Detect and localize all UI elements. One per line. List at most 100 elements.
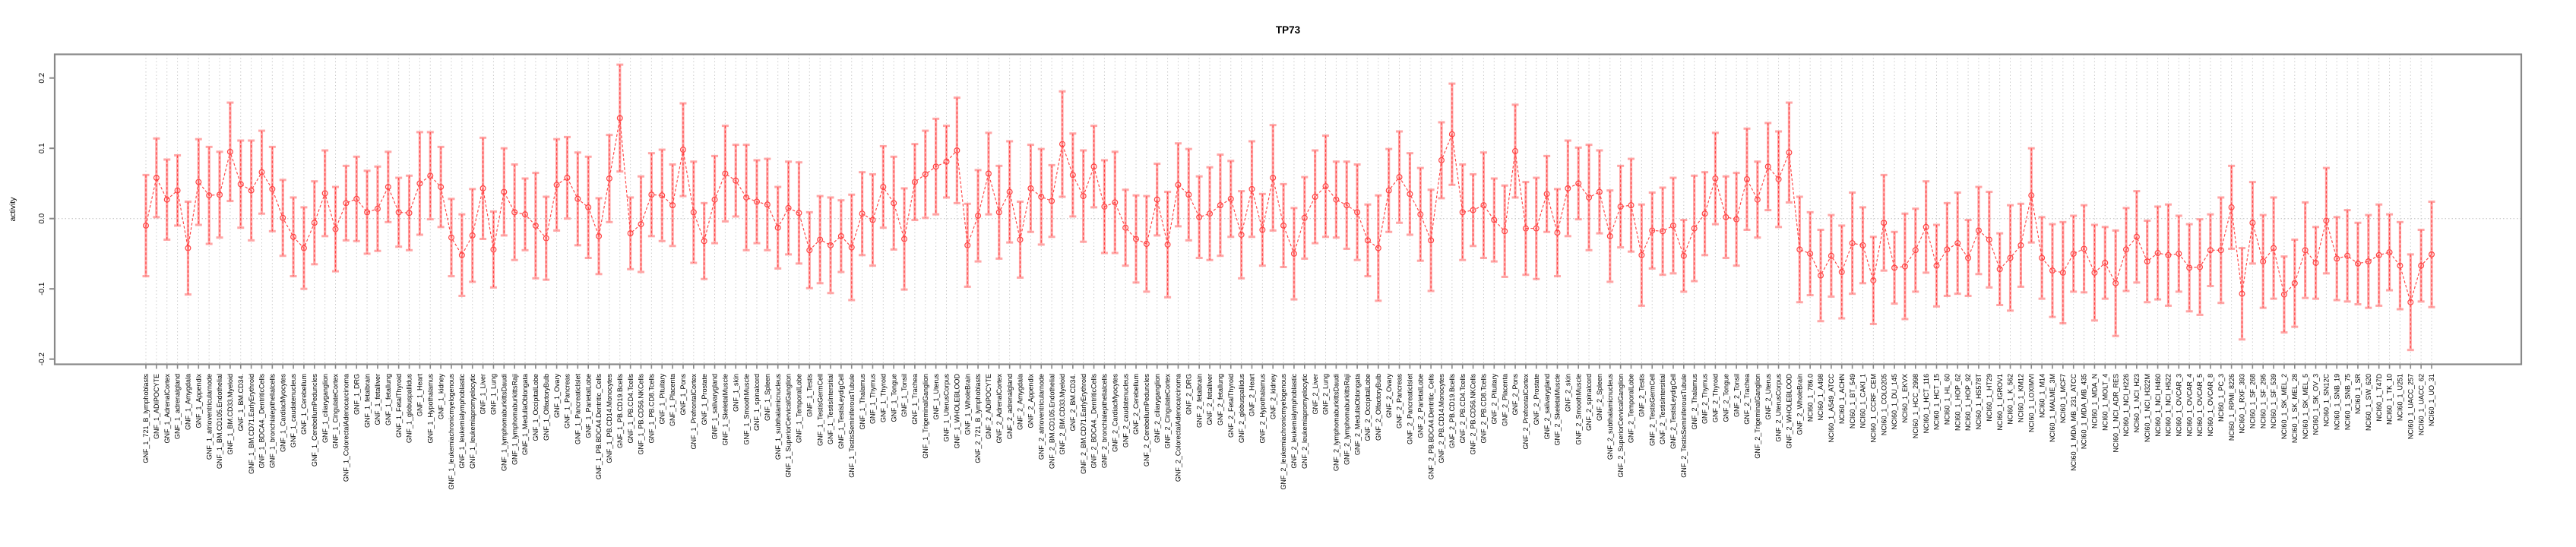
data-point[interactable] (564, 175, 571, 182)
data-point[interactable] (364, 209, 371, 216)
data-point[interactable] (2123, 246, 2130, 253)
data-point[interactable] (574, 195, 581, 202)
data-point[interactable] (1680, 252, 1687, 259)
data-point[interactable] (932, 163, 939, 170)
data-point[interactable] (1596, 188, 1603, 195)
data-point[interactable] (2197, 264, 2204, 270)
data-point[interactable] (2176, 250, 2182, 257)
data-point[interactable] (659, 192, 666, 199)
data-point[interactable] (1143, 241, 1150, 248)
data-point[interactable] (1891, 264, 1898, 271)
data-point[interactable] (1059, 141, 1065, 147)
data-point[interactable] (2039, 255, 2046, 261)
data-point[interactable] (848, 244, 855, 251)
data-point[interactable] (1818, 272, 1824, 279)
data-point[interactable] (2112, 280, 2119, 286)
data-point[interactable] (385, 184, 391, 191)
data-point[interactable] (627, 230, 634, 237)
data-point[interactable] (153, 175, 160, 182)
data-point[interactable] (1512, 147, 1519, 154)
data-point[interactable] (2397, 262, 2404, 269)
data-point[interactable] (511, 209, 518, 216)
data-point[interactable] (616, 115, 623, 122)
data-point[interactable] (1480, 202, 1487, 209)
data-point[interactable] (911, 179, 918, 185)
data-point[interactable] (1164, 241, 1171, 248)
data-point[interactable] (2271, 245, 2277, 251)
data-point[interactable] (2207, 247, 2214, 254)
data-point[interactable] (1385, 187, 1392, 194)
data-point[interactable] (1175, 182, 1182, 188)
data-point[interactable] (2049, 267, 2055, 274)
data-point[interactable] (2418, 262, 2425, 269)
data-point[interactable] (1227, 195, 1234, 202)
data-point[interactable] (1280, 222, 1287, 229)
data-point[interactable] (1333, 196, 1340, 203)
data-point[interactable] (2228, 204, 2235, 210)
data-point[interactable] (2239, 290, 2245, 297)
data-point[interactable] (2007, 255, 2014, 261)
data-point[interactable] (1975, 227, 1982, 234)
data-point[interactable] (195, 179, 202, 185)
data-point[interactable] (1417, 211, 1424, 218)
data-point[interactable] (501, 188, 508, 195)
data-point[interactable] (1428, 237, 1435, 244)
data-point[interactable] (1259, 226, 1266, 233)
data-point[interactable] (1396, 174, 1403, 181)
data-point[interactable] (427, 172, 434, 179)
data-point[interactable] (1849, 240, 1856, 247)
data-point[interactable] (1944, 246, 1951, 253)
data-point[interactable] (669, 202, 676, 209)
data-point[interactable] (859, 210, 866, 217)
data-point[interactable] (596, 232, 603, 239)
data-point[interactable] (585, 204, 592, 210)
data-point[interactable] (1660, 228, 1666, 235)
data-point[interactable] (1049, 198, 1055, 204)
data-point[interactable] (1364, 237, 1371, 244)
data-point[interactable] (1554, 229, 1561, 236)
data-point[interactable] (2354, 260, 2361, 267)
data-point[interactable] (1290, 250, 1297, 257)
data-point[interactable] (2375, 251, 2382, 258)
data-point[interactable] (332, 226, 339, 232)
data-point[interactable] (2323, 217, 2330, 224)
data-point[interactable] (995, 209, 1002, 216)
data-point[interactable] (1775, 175, 1782, 182)
data-point[interactable] (2302, 247, 2309, 254)
data-point[interactable] (1090, 163, 1097, 170)
data-point[interactable] (690, 209, 697, 216)
data-point[interactable] (1027, 185, 1034, 191)
data-point[interactable] (2102, 259, 2109, 266)
data-point[interactable] (2365, 258, 2372, 265)
data-point[interactable] (458, 251, 465, 258)
data-point[interactable] (943, 158, 950, 165)
data-point[interactable] (343, 200, 350, 207)
data-point[interactable] (1828, 252, 1834, 259)
data-point[interactable] (1565, 185, 1571, 191)
data-point[interactable] (2386, 249, 2393, 256)
data-point[interactable] (248, 187, 255, 194)
data-point[interactable] (2070, 250, 2077, 257)
data-point[interactable] (2407, 299, 2414, 305)
data-point[interactable] (1217, 202, 1223, 209)
data-point[interactable] (1649, 227, 1656, 234)
data-point[interactable] (290, 233, 297, 240)
data-point[interactable] (1069, 172, 1076, 179)
data-point[interactable] (2312, 259, 2319, 266)
data-point[interactable] (1533, 225, 1540, 232)
data-point[interactable] (280, 214, 286, 221)
data-point[interactable] (1312, 194, 1318, 201)
data-point[interactable] (1764, 163, 1771, 170)
data-point[interactable] (2028, 192, 2035, 199)
data-point[interactable] (174, 187, 181, 194)
data-point[interactable] (185, 245, 191, 251)
data-point[interactable] (743, 194, 750, 201)
data-point[interactable] (837, 232, 844, 239)
data-point[interactable] (964, 242, 971, 248)
data-point[interactable] (2260, 258, 2267, 265)
data-point[interactable] (922, 171, 929, 178)
data-point[interactable] (1701, 210, 1708, 217)
data-point[interactable] (353, 195, 360, 202)
data-point[interactable] (796, 210, 802, 217)
data-point[interactable] (2217, 247, 2224, 254)
